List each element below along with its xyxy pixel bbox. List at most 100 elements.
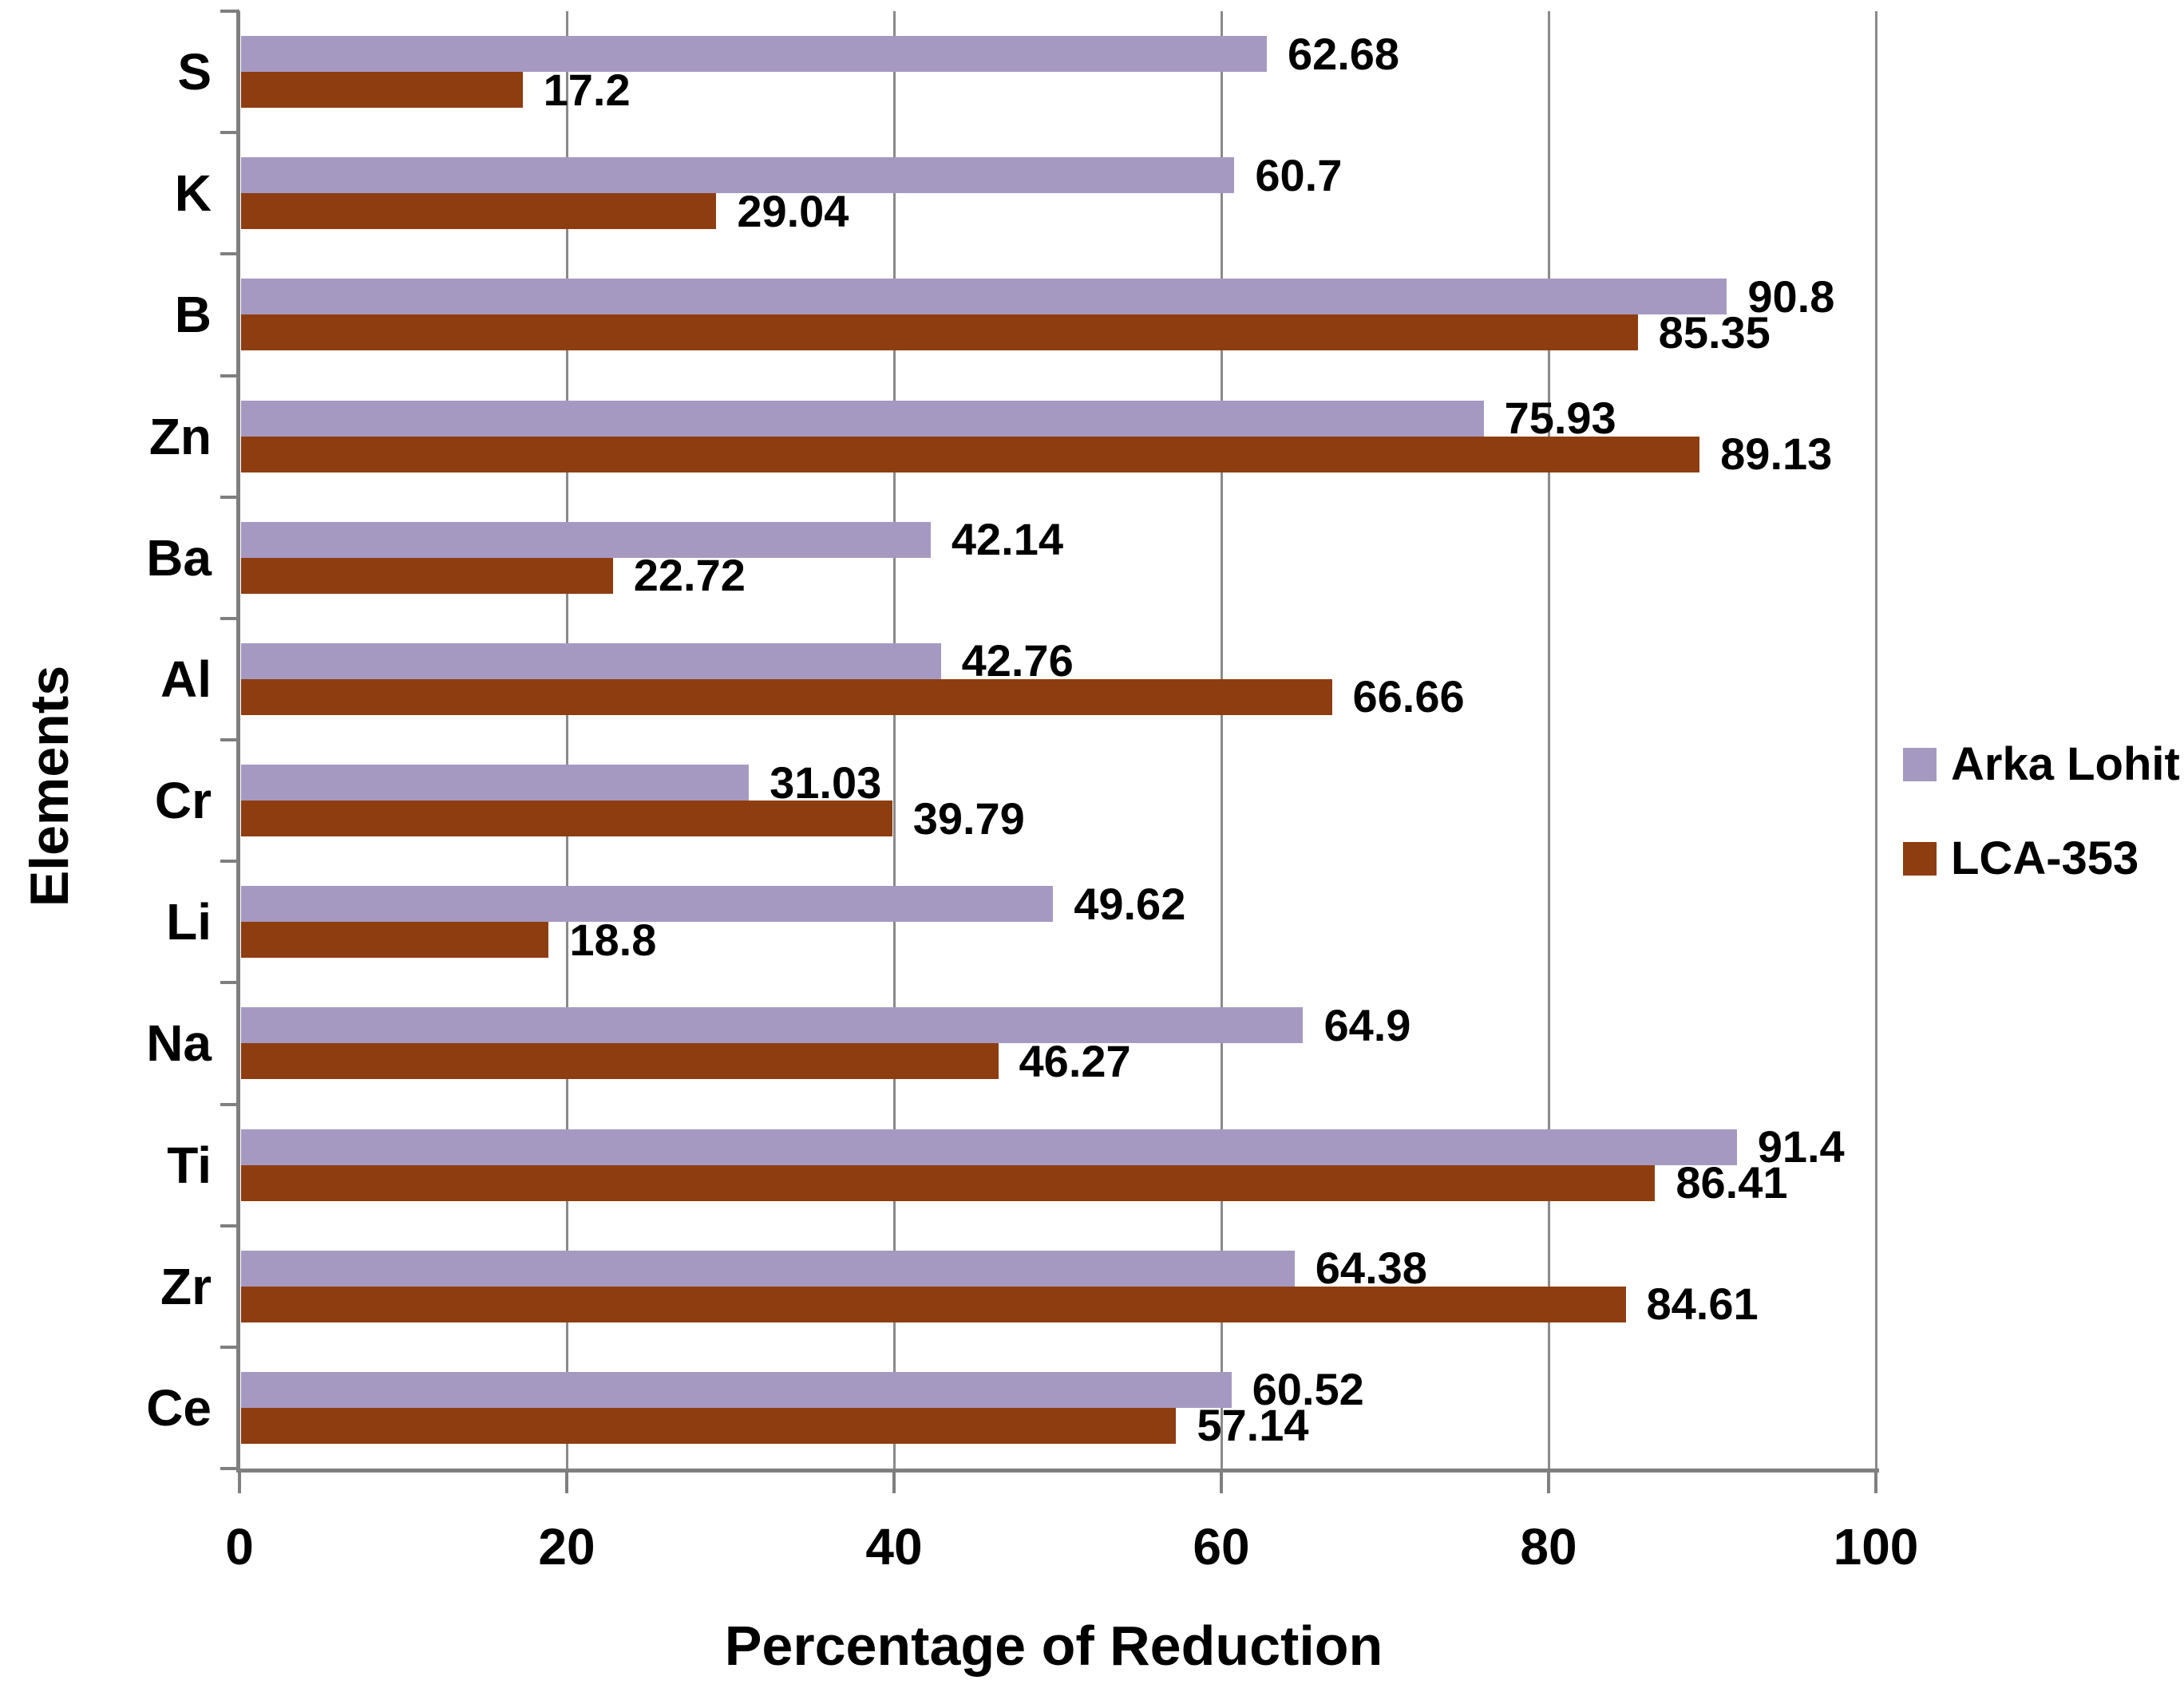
legend: Arka Lohit LCA-353	[1903, 739, 2180, 884]
value-label-B-2: 85.35	[1658, 306, 1771, 358]
bar-arka-lohit-Ti	[241, 1129, 1737, 1165]
x-axis-tick-20	[565, 1473, 568, 1493]
bar-lca-353-Ba	[241, 557, 613, 594]
x-axis-line	[236, 1469, 1879, 1473]
y-axis-tick	[220, 860, 239, 864]
value-label-K-2: 29.04	[737, 185, 849, 236]
category-label-B: B	[174, 286, 212, 344]
bar-arka-lohit-Li	[241, 886, 1054, 923]
category-label-Cr: Cr	[154, 772, 212, 830]
value-label-Zn-2: 89.13	[1720, 429, 1833, 480]
value-label-Al-2: 66.66	[1352, 671, 1465, 722]
y-axis-tick	[220, 131, 239, 135]
bar-arka-lohit-Ce	[241, 1371, 1232, 1408]
bar-arka-lohit-S	[241, 36, 1267, 73]
gridline-60	[1220, 11, 1223, 1469]
y-axis-tick	[220, 1102, 239, 1106]
bar-arka-lohit-Zn	[241, 400, 1484, 437]
value-label-Ce-1: 60.52	[1252, 1364, 1364, 1415]
y-axis-tick	[220, 981, 239, 985]
value-label-Ba-2: 22.72	[633, 550, 746, 601]
y-axis-tick	[220, 10, 239, 13]
category-label-Zr: Zr	[160, 1257, 212, 1315]
x-axis-tick-100	[1874, 1473, 1877, 1493]
category-label-Ba: Ba	[146, 528, 212, 587]
x-tick-label-20: 20	[538, 1518, 595, 1575]
y-axis-title: Elements	[19, 665, 80, 907]
bar-lca-353-Al	[241, 678, 1332, 715]
category-label-Zn: Zn	[148, 407, 212, 465]
value-label-Cr-1: 31.03	[770, 757, 882, 808]
bar-lca-353-B	[241, 314, 1638, 351]
value-label-Ti-1: 91.4	[1757, 1121, 1845, 1172]
x-tick-label-100: 100	[1833, 1518, 1919, 1575]
value-label-Ba-1: 42.14	[951, 514, 1063, 565]
y-axis-tick	[220, 616, 239, 620]
bar-arka-lohit-Zr	[241, 1250, 1295, 1287]
value-label-Li-1: 49.62	[1074, 878, 1186, 929]
value-label-Na-2: 46.27	[1019, 1035, 1131, 1086]
x-axis-tick-60	[1220, 1473, 1223, 1493]
x-axis-tick-40	[892, 1473, 896, 1493]
y-axis-tick	[220, 252, 239, 256]
gridline-40	[892, 11, 896, 1469]
y-axis-tick	[220, 738, 239, 741]
category-label-K: K	[174, 164, 212, 223]
y-axis-line	[236, 11, 240, 1473]
bar-lca-353-Ti	[241, 1164, 1656, 1201]
y-axis-tick	[220, 495, 239, 499]
legend-item-lca-353: LCA-353	[1903, 833, 2180, 884]
gridline-20	[565, 11, 568, 1469]
category-label-S: S	[177, 43, 212, 101]
legend-swatch-arka-lohit	[1903, 748, 1937, 781]
value-label-Ti-2: 86.41	[1676, 1157, 1788, 1208]
legend-label-arka-lohit: Arka Lohit	[1951, 738, 2180, 790]
gridline-80	[1547, 11, 1550, 1469]
bar-lca-353-Cr	[241, 801, 892, 837]
bar-lca-353-Ce	[241, 1407, 1177, 1444]
value-label-S-2: 17.2	[543, 64, 631, 115]
category-label-Ti: Ti	[167, 1136, 212, 1194]
value-label-S-1: 62.68	[1287, 28, 1400, 79]
x-tick-label-80: 80	[1520, 1518, 1577, 1575]
value-label-Cr-2: 39.79	[912, 793, 1025, 844]
bar-arka-lohit-Ba	[241, 521, 931, 558]
bar-lca-353-Zn	[241, 436, 1700, 472]
x-axis-title: Percentage of Reduction	[724, 1615, 1383, 1677]
category-label-Na: Na	[146, 1014, 212, 1073]
value-label-Zr-2: 84.61	[1646, 1279, 1759, 1330]
category-label-Li: Li	[166, 893, 212, 951]
x-axis-tick-0	[238, 1473, 241, 1493]
bar-lca-353-Li	[241, 922, 549, 959]
value-label-Li-2: 18.8	[569, 914, 657, 965]
bar-arka-lohit-K	[241, 157, 1235, 194]
category-label-Al: Al	[160, 650, 212, 708]
value-label-Zr-1: 64.38	[1315, 1243, 1427, 1294]
bar-lca-353-Na	[241, 1043, 999, 1080]
bar-lca-353-K	[241, 193, 717, 230]
bar-arka-lohit-B	[241, 279, 1727, 315]
value-label-Al-1: 42.76	[961, 635, 1074, 686]
value-label-Ce-2: 57.14	[1197, 1400, 1309, 1451]
value-label-K-1: 60.7	[1255, 149, 1343, 200]
x-tick-label-0: 0	[225, 1518, 254, 1575]
legend-label-lca-353: LCA-353	[1951, 832, 2139, 884]
y-axis-tick	[220, 1345, 239, 1349]
category-label-Ce: Ce	[146, 1378, 212, 1437]
x-axis-tick-80	[1547, 1473, 1550, 1493]
bar-arka-lohit-Al	[241, 642, 941, 679]
bar-lca-353-Zr	[241, 1286, 1626, 1322]
bar-arka-lohit-Na	[241, 1007, 1304, 1044]
y-axis-tick	[220, 1467, 239, 1470]
legend-swatch-lca-353	[1903, 842, 1937, 876]
value-label-B-1: 90.8	[1747, 271, 1835, 322]
bar-lca-353-S	[241, 72, 523, 109]
bar-arka-lohit-Cr	[241, 765, 750, 801]
value-label-Na-1: 64.9	[1323, 999, 1411, 1050]
x-tick-label-40: 40	[865, 1518, 923, 1575]
y-axis-tick	[220, 1224, 239, 1227]
value-label-Zn-1: 75.93	[1504, 393, 1616, 444]
legend-item-arka-lohit: Arka Lohit	[1903, 739, 2180, 790]
y-axis-tick	[220, 374, 239, 378]
